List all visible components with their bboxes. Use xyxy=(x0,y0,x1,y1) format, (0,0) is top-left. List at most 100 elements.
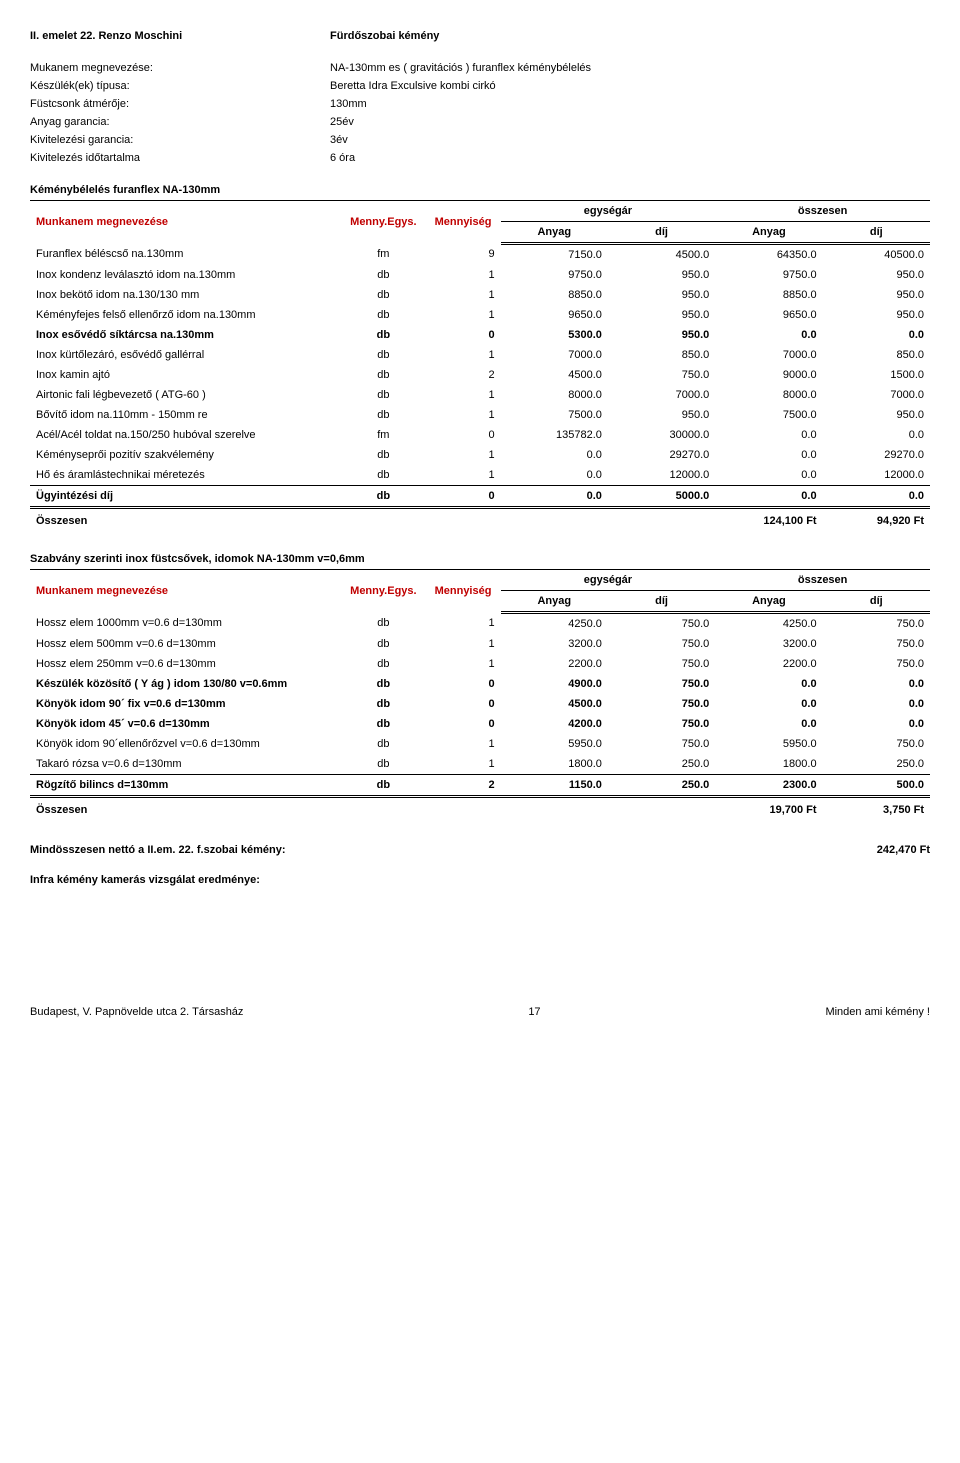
cell-a1: 2200.0 xyxy=(501,654,608,674)
sum-dij: 3,750 Ft xyxy=(823,797,930,821)
cell-d1: 750.0 xyxy=(608,365,715,385)
cell-d2: 40500.0 xyxy=(823,244,930,266)
cell-d2: 7000.0 xyxy=(823,385,930,405)
cell-a2: 8850.0 xyxy=(715,285,822,305)
grand-total-value: 242,470 Ft xyxy=(877,844,930,856)
cell-a2: 2300.0 xyxy=(715,775,822,797)
cell-d2: 950.0 xyxy=(823,305,930,325)
cell-me: db xyxy=(341,754,425,775)
cell-a2: 0.0 xyxy=(715,425,822,445)
cell-qty: 0 xyxy=(425,325,500,345)
cell-name: Készülék közösítő ( Y ág ) idom 130/80 v… xyxy=(30,674,341,694)
cell-a1: 4250.0 xyxy=(501,613,608,635)
sum-label: Összesen xyxy=(30,508,715,532)
table-row: Inox kürtőlezáró, esővédő gallérraldb170… xyxy=(30,345,930,365)
cell-name: Hossz elem 500mm v=0.6 d=130mm xyxy=(30,634,341,654)
cell-d2: 950.0 xyxy=(823,405,930,425)
cell-d2: 0.0 xyxy=(823,486,930,508)
cell-a1: 1800.0 xyxy=(501,754,608,775)
table-sum-row: Összesen19,700 Ft3,750 Ft xyxy=(30,797,930,821)
table-row: Inox kondenz leválasztó idom na.130mmdb1… xyxy=(30,265,930,285)
th-dij1: díj xyxy=(608,222,715,244)
info-value: NA-130mm es ( gravitációs ) furanflex ké… xyxy=(330,62,591,74)
table-row: Inox esővédő síktárcsa na.130mmdb05300.0… xyxy=(30,325,930,345)
cell-d2: 0.0 xyxy=(823,674,930,694)
th-dij1: díj xyxy=(608,591,715,613)
cell-name: Acél/Acél toldat na.150/250 hubóval szer… xyxy=(30,425,341,445)
cell-d2: 0.0 xyxy=(823,325,930,345)
cell-d1: 29270.0 xyxy=(608,445,715,465)
table-row: Könyök idom 90´ellenőrőzvel v=0.6 d=130m… xyxy=(30,734,930,754)
cell-a2: 9750.0 xyxy=(715,265,822,285)
info-label: Füstcsonk átmérője: xyxy=(30,98,330,110)
page-header: II. emelet 22. Renzo Moschini Fürdőszoba… xyxy=(30,30,930,42)
cell-me: db xyxy=(341,775,425,797)
cell-a1: 7150.0 xyxy=(501,244,608,266)
cell-me: fm xyxy=(341,244,425,266)
th-dij2: díj xyxy=(823,222,930,244)
cell-a2: 7500.0 xyxy=(715,405,822,425)
table-row: Hossz elem 1000mm v=0.6 d=130mmdb14250.0… xyxy=(30,613,930,635)
table-head: Munkanem megnevezése Menny.Egys. Mennyis… xyxy=(30,570,930,613)
table-row: Inox bekötő idom na.130/130 mmdb18850.09… xyxy=(30,285,930,305)
cell-d2: 1500.0 xyxy=(823,365,930,385)
table-head: Munkanem megnevezése Menny.Egys. Mennyis… xyxy=(30,201,930,244)
table-row: Hő és áramlástechnikai méretezésdb10.012… xyxy=(30,465,930,486)
cell-a2: 0.0 xyxy=(715,325,822,345)
cell-name: Könyök idom 90´ fix v=0.6 d=130mm xyxy=(30,694,341,714)
cell-qty: 1 xyxy=(425,445,500,465)
cell-a1: 4500.0 xyxy=(501,365,608,385)
info-row: Füstcsonk átmérője:130mm xyxy=(30,98,930,110)
th-munkanem: Munkanem megnevezése xyxy=(30,201,341,244)
cell-qty: 0 xyxy=(425,694,500,714)
info-label: Kivitelezési garancia: xyxy=(30,134,330,146)
cell-a2: 64350.0 xyxy=(715,244,822,266)
cell-qty: 2 xyxy=(425,775,500,797)
cell-d2: 750.0 xyxy=(823,613,930,635)
cell-a1: 5300.0 xyxy=(501,325,608,345)
cell-qty: 1 xyxy=(425,265,500,285)
cell-name: Hossz elem 250mm v=0.6 d=130mm xyxy=(30,654,341,674)
section2-table: Munkanem megnevezése Menny.Egys. Mennyis… xyxy=(30,569,930,820)
cell-qty: 1 xyxy=(425,285,500,305)
cell-d1: 750.0 xyxy=(608,613,715,635)
cell-qty: 1 xyxy=(425,405,500,425)
cell-a1: 0.0 xyxy=(501,445,608,465)
cell-qty: 1 xyxy=(425,654,500,674)
sum-anyag: 124,100 Ft xyxy=(715,508,822,532)
cell-d1: 950.0 xyxy=(608,405,715,425)
cell-d2: 0.0 xyxy=(823,714,930,734)
table-row: Takaró rózsa v=0.6 d=130mmdb11800.0250.0… xyxy=(30,754,930,775)
cell-d1: 30000.0 xyxy=(608,425,715,445)
cell-a2: 8000.0 xyxy=(715,385,822,405)
table-total-row: Rögzítő bilincs d=130mmdb21150.0250.0230… xyxy=(30,775,930,797)
footer-left: Budapest, V. Papnövelde utca 2. Társashá… xyxy=(30,1006,243,1018)
sum-label: Összesen xyxy=(30,797,715,821)
cell-name: Kéményseprői pozitív szakvélemény xyxy=(30,445,341,465)
cell-d2: 250.0 xyxy=(823,754,930,775)
th-anyag1: Anyag xyxy=(501,591,608,613)
cell-a2: 9000.0 xyxy=(715,365,822,385)
cell-d2: 12000.0 xyxy=(823,465,930,486)
cell-name: Könyök idom 90´ellenőrőzvel v=0.6 d=130m… xyxy=(30,734,341,754)
cell-name: Furanflex béléscső na.130mm xyxy=(30,244,341,266)
th-anyag2: Anyag xyxy=(715,591,822,613)
table-row: Hossz elem 250mm v=0.6 d=130mmdb12200.07… xyxy=(30,654,930,674)
cell-name: Könyök idom 45´ v=0.6 d=130mm xyxy=(30,714,341,734)
cell-me: db xyxy=(341,654,425,674)
cell-a2: 1800.0 xyxy=(715,754,822,775)
cell-me: db xyxy=(341,445,425,465)
cell-d2: 500.0 xyxy=(823,775,930,797)
cell-a1: 7500.0 xyxy=(501,405,608,425)
th-osszesen: összesen xyxy=(715,201,930,222)
cell-a2: 5950.0 xyxy=(715,734,822,754)
cell-a2: 0.0 xyxy=(715,486,822,508)
cell-me: db xyxy=(341,385,425,405)
cell-name: Airtonic fali légbevezető ( ATG-60 ) xyxy=(30,385,341,405)
table-row: Kéményfejes felső ellenőrző idom na.130m… xyxy=(30,305,930,325)
cell-a1: 7000.0 xyxy=(501,345,608,365)
cell-a2: 4250.0 xyxy=(715,613,822,635)
th-osszesen: összesen xyxy=(715,570,930,591)
cell-qty: 0 xyxy=(425,714,500,734)
info-value: 6 óra xyxy=(330,152,355,164)
